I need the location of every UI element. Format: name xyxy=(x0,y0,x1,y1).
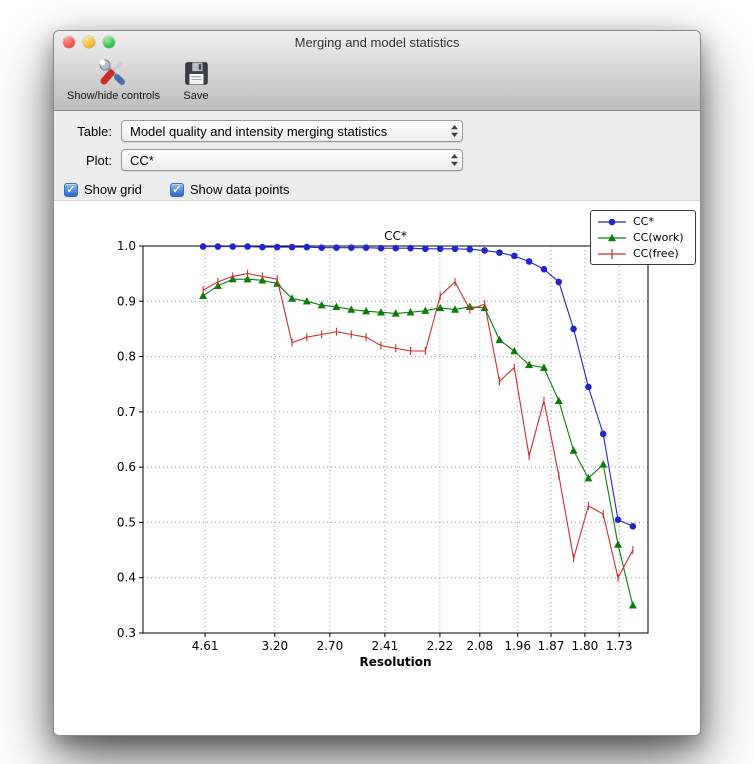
y-tick-label: 0.4 xyxy=(117,571,136,585)
table-select-value: Model quality and intensity merging stat… xyxy=(130,123,388,139)
plot-select[interactable]: CC* xyxy=(121,149,463,171)
series-0 xyxy=(199,243,637,530)
legend-marker-cc-star-icon xyxy=(598,218,626,225)
legend-label: CC(work) xyxy=(633,231,684,244)
toolbar-item-label: Show/hide controls xyxy=(67,90,160,102)
y-tick-label: 0.3 xyxy=(117,626,136,640)
y-tick-label: 0.8 xyxy=(117,350,136,364)
legend-label: CC* xyxy=(633,215,654,228)
x-tick-label: 1.80 xyxy=(572,639,599,653)
legend-marker-cc-free-icon xyxy=(598,248,626,259)
app-window: Merging and model statistics xyxy=(53,30,701,736)
traffic-lights xyxy=(63,36,115,48)
y-tick-label: 0.9 xyxy=(117,294,136,308)
legend-marker-cc-work-icon xyxy=(598,233,626,241)
show-data-points-checkbox[interactable]: ✓ xyxy=(169,182,184,197)
toolbar-item-label: Save xyxy=(183,90,209,102)
window-title: Merging and model statistics xyxy=(294,34,460,50)
controls-panel: Table: Model quality and intensity mergi… xyxy=(54,111,700,201)
series-1 xyxy=(199,274,637,609)
titlebar[interactable]: Merging and model statistics xyxy=(54,31,700,53)
x-tick-label: 2.41 xyxy=(372,639,399,653)
x-tick-label: 2.08 xyxy=(466,639,493,653)
x-tick-label: 4.61 xyxy=(192,639,219,653)
series-2 xyxy=(202,269,634,582)
plot-select-value: CC* xyxy=(130,152,154,168)
x-tick-label: 3.20 xyxy=(261,639,288,653)
legend-entry-cc-free: CC(free) xyxy=(597,247,689,260)
tools-icon xyxy=(96,57,130,89)
save-icon xyxy=(182,57,210,89)
popup-arrows-icon xyxy=(447,153,459,167)
x-tick-label: 1.87 xyxy=(538,639,565,653)
save-button[interactable]: Save xyxy=(177,56,215,103)
toolbar: Show/hide controls Save xyxy=(54,53,700,110)
legend-label: CC(free) xyxy=(633,247,679,260)
x-axis-label: Resolution xyxy=(359,655,431,669)
minimize-button[interactable] xyxy=(83,36,95,48)
table-label: Table: xyxy=(77,123,112,139)
x-tick-label: 2.70 xyxy=(316,639,343,653)
x-tick-label: 1.73 xyxy=(606,639,633,653)
show-grid-label: Show grid xyxy=(84,182,142,197)
zoom-button[interactable] xyxy=(103,36,115,48)
x-tick-label: 2.22 xyxy=(427,639,454,653)
chart-legend: CC* CC(work) CC(free) xyxy=(590,210,696,265)
popup-arrows-icon xyxy=(447,124,459,138)
legend-entry-cc-work: CC(work) xyxy=(597,231,689,244)
plot-label: Plot: xyxy=(85,152,112,168)
window-chrome: Merging and model statistics xyxy=(54,31,700,111)
show-grid-checkbox[interactable]: ✓ xyxy=(64,182,78,197)
x-tick-label: 1.96 xyxy=(504,639,531,653)
show-hide-controls-button[interactable]: Show/hide controls xyxy=(62,56,165,103)
chart-title: CC* xyxy=(384,229,407,243)
close-button[interactable] xyxy=(63,36,75,48)
legend-entry-cc-star: CC* xyxy=(597,215,689,228)
y-tick-label: 0.6 xyxy=(117,460,136,474)
y-tick-label: 0.7 xyxy=(117,405,136,419)
y-tick-label: 0.5 xyxy=(117,515,136,529)
show-data-points-label: Show data points xyxy=(189,182,290,197)
y-tick-label: 1.0 xyxy=(117,239,136,253)
table-select[interactable]: Model quality and intensity merging stat… xyxy=(121,120,463,142)
plot-panel: 1.0 0.9 0.8 0.7 0.6 0.5 0.4 0.3 4.61 3.20 2.70 2.41… xyxy=(54,203,700,735)
chart: 1.0 0.9 0.8 0.7 0.6 0.5 0.4 0.3 4.61 3.20 2.70 2.41… xyxy=(117,229,649,669)
